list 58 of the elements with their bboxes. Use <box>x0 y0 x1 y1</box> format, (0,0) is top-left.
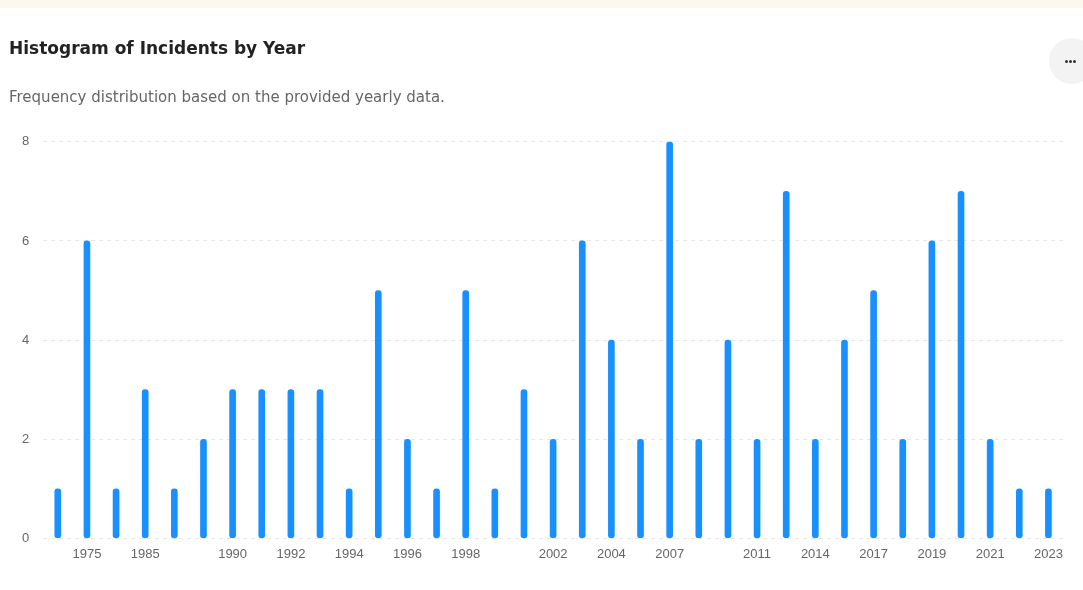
bar <box>695 438 703 539</box>
x-tick-label: 1994 <box>334 545 364 561</box>
bar <box>287 389 295 539</box>
bar <box>957 191 965 539</box>
bar <box>899 438 907 539</box>
x-tick-label: 2004 <box>596 545 626 561</box>
y-tick-label: 0 <box>22 529 30 545</box>
bar <box>433 488 440 539</box>
bar <box>986 438 994 539</box>
bar <box>753 438 761 539</box>
bar <box>666 141 673 539</box>
x-tick-label: 1975 <box>72 545 102 561</box>
bar <box>870 290 877 539</box>
bar <box>316 389 324 539</box>
bar <box>724 339 732 539</box>
bar <box>345 488 353 539</box>
bar <box>54 488 62 539</box>
x-tick-label: 2023 <box>1033 545 1063 561</box>
bar <box>928 240 936 539</box>
bar <box>549 438 557 539</box>
bar <box>520 389 528 539</box>
x-tick-label: 2007 <box>655 545 685 561</box>
x-tick-label: 2021 <box>975 545 1005 561</box>
bar <box>200 438 207 539</box>
bar <box>171 488 178 539</box>
bar <box>608 339 615 539</box>
y-tick-label: 4 <box>22 331 30 347</box>
y-tick-label: 6 <box>22 232 30 248</box>
bar <box>462 290 470 539</box>
bar <box>83 240 91 539</box>
bar <box>1015 488 1023 539</box>
x-tick-label: 1998 <box>451 545 481 561</box>
chart-title: Histogram of Incidents by Year <box>9 38 306 58</box>
bar <box>841 339 848 539</box>
x-tick-label: 2014 <box>800 545 830 561</box>
bar <box>141 389 149 539</box>
x-tick-label: 2002 <box>538 545 568 561</box>
y-tick-label: 2 <box>22 430 30 446</box>
bar <box>112 488 120 539</box>
x-tick-label: 1996 <box>392 545 422 561</box>
bar <box>578 240 586 539</box>
bar <box>637 438 644 539</box>
chart-subtitle: Frequency distribution based on the provided yearly data. <box>9 88 445 106</box>
x-tick-label: 2011 <box>743 545 772 561</box>
bar <box>812 438 819 539</box>
bar <box>404 438 411 539</box>
bar <box>229 389 236 539</box>
x-tick-label: 2017 <box>859 545 889 561</box>
bar <box>782 191 790 539</box>
bar <box>491 488 499 539</box>
y-tick-label: 8 <box>22 133 30 149</box>
x-tick-label: 1990 <box>218 545 248 561</box>
bar <box>374 290 382 539</box>
x-tick-label: 1985 <box>130 545 160 561</box>
bar <box>258 389 266 539</box>
bar <box>1045 488 1052 539</box>
x-tick-label: 2019 <box>917 545 947 561</box>
x-tick-label: 1992 <box>276 545 306 561</box>
